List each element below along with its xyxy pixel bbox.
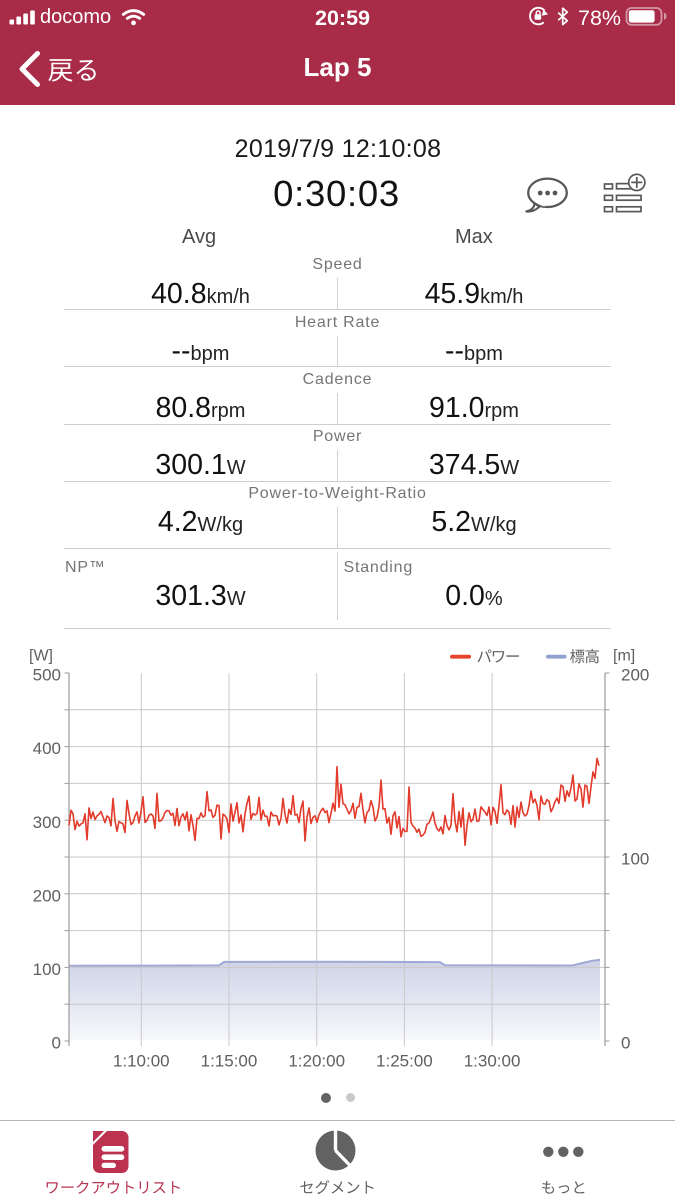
svg-text:[m]: [m] bbox=[613, 648, 635, 665]
svg-text:100: 100 bbox=[621, 850, 649, 869]
svg-text:200: 200 bbox=[33, 886, 61, 905]
svg-text:200: 200 bbox=[621, 666, 649, 685]
svg-text:100: 100 bbox=[33, 960, 61, 979]
svg-text:1:10:00: 1:10:00 bbox=[113, 1052, 170, 1071]
svg-text:0: 0 bbox=[52, 1034, 61, 1053]
svg-text:300: 300 bbox=[33, 813, 61, 832]
svg-text:1:25:00: 1:25:00 bbox=[376, 1052, 433, 1071]
svg-text:[W]: [W] bbox=[29, 648, 53, 665]
svg-text:1:30:00: 1:30:00 bbox=[464, 1052, 521, 1071]
svg-text:500: 500 bbox=[33, 666, 61, 685]
svg-text:0: 0 bbox=[621, 1034, 630, 1053]
svg-text:1:20:00: 1:20:00 bbox=[288, 1052, 345, 1071]
svg-text:1:15:00: 1:15:00 bbox=[201, 1052, 258, 1071]
svg-text:400: 400 bbox=[33, 739, 61, 758]
